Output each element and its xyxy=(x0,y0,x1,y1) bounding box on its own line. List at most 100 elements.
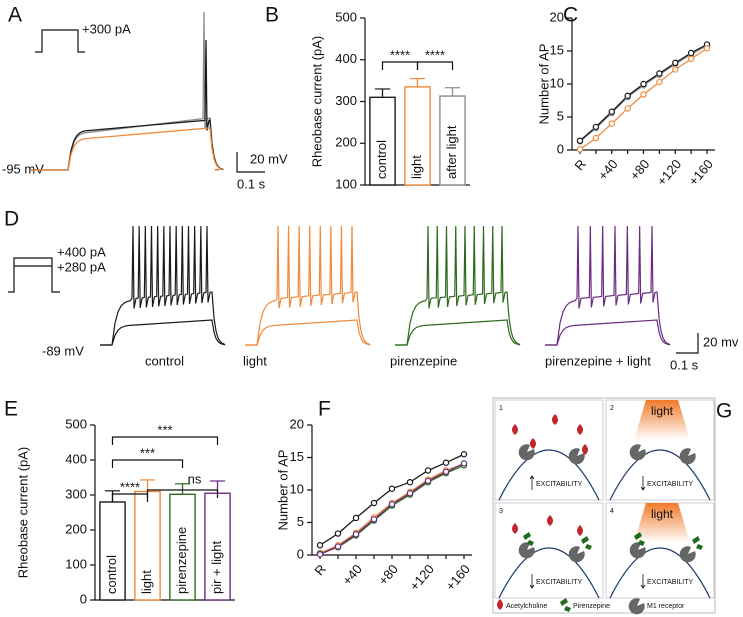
y-tick-label: 0 xyxy=(80,591,87,606)
baseline-label: -89 mV xyxy=(42,343,84,358)
excitability-label: EXCITABILITY xyxy=(536,481,582,488)
panel-letter: B xyxy=(265,4,279,27)
panel-letter: G xyxy=(716,400,732,423)
light-cone xyxy=(634,400,690,440)
x-tick-label: light xyxy=(409,155,424,179)
step-label: +280 pA xyxy=(57,259,106,274)
data-point xyxy=(624,92,631,100)
y-tick-label: 100 xyxy=(65,556,87,571)
significance-bracket xyxy=(111,459,184,468)
legend-label: M1 receptor xyxy=(647,603,685,610)
data-point xyxy=(316,551,324,558)
significance-label: **** xyxy=(390,47,410,62)
panel-number: 2 xyxy=(610,405,614,412)
x-tick-label: after light xyxy=(444,125,459,179)
y-axis-label: Rheobase current (pA) xyxy=(309,36,324,168)
condition-label: control xyxy=(145,353,184,368)
light-cone xyxy=(634,503,690,543)
membrane xyxy=(498,547,600,599)
y-tick-label: 400 xyxy=(65,451,87,466)
legend-label: Acetylcholine xyxy=(506,603,547,610)
y-tick-label: 500 xyxy=(335,9,357,24)
m1-receptor xyxy=(568,546,585,563)
y-tick-label: 100 xyxy=(335,176,357,191)
data-point xyxy=(442,468,450,475)
x-tick-label: +160 xyxy=(443,561,473,593)
series-line xyxy=(579,47,708,150)
acetylcholine xyxy=(512,424,518,435)
light-label: light xyxy=(651,507,674,521)
data-point xyxy=(687,55,695,63)
excitability-label: EXCITABILITY xyxy=(536,579,582,586)
scale-y-label: 20 mV xyxy=(250,151,288,166)
y-tick-label: 10 xyxy=(290,481,304,496)
m1-receptor xyxy=(518,542,535,559)
y-tick-label: 0 xyxy=(297,546,304,561)
y-tick-label: 20 xyxy=(290,416,304,431)
data-point xyxy=(316,542,324,549)
data-point xyxy=(424,477,432,485)
data-point xyxy=(424,467,432,474)
condition-label: light xyxy=(243,353,267,368)
acetylcholine xyxy=(512,523,518,534)
data-point xyxy=(672,66,679,73)
arrow xyxy=(640,574,646,589)
bar xyxy=(169,493,196,601)
voltage-trace xyxy=(100,319,226,346)
voltage-trace xyxy=(395,225,521,346)
voltage-trace xyxy=(30,39,225,171)
x-tick-label: +40 xyxy=(595,156,621,183)
significance-bracket xyxy=(111,436,219,445)
data-point xyxy=(460,460,468,467)
voltage-trace xyxy=(30,127,223,171)
voltage-trace xyxy=(545,225,671,346)
series-line xyxy=(319,462,465,555)
panel-letter: E xyxy=(4,398,18,421)
arrow xyxy=(640,476,646,491)
arrow xyxy=(529,475,535,490)
legend-label: Pirenzepine xyxy=(573,603,610,610)
pirenzepine xyxy=(523,532,534,546)
data-point xyxy=(608,120,615,127)
y-tick-label: 300 xyxy=(335,93,357,108)
y-tick-label: 500 xyxy=(65,416,87,431)
x-tick-label: R xyxy=(311,561,329,578)
pirenzepine xyxy=(560,598,571,612)
x-tick-label: +160 xyxy=(686,156,716,188)
acetylcholine xyxy=(552,414,558,425)
x-tick-label: light xyxy=(139,570,154,594)
significance-bracket xyxy=(381,61,419,70)
data-point xyxy=(687,49,695,57)
data-point xyxy=(576,137,584,144)
data-point xyxy=(406,479,414,486)
scale-y-label: 20 mv xyxy=(703,334,739,349)
x-tick-label: pir + light xyxy=(209,541,224,594)
voltage-trace xyxy=(245,319,371,346)
data-point xyxy=(703,45,711,52)
data-point xyxy=(388,485,396,492)
significance-label: **** xyxy=(425,47,445,62)
y-axis-label: Number of AP xyxy=(275,450,290,531)
scale-x-label: 0.1 s xyxy=(237,176,266,191)
m1-receptor xyxy=(679,448,696,465)
baseline-label: -95 mV xyxy=(2,161,44,176)
y-tick-label: 10 xyxy=(550,75,564,90)
x-tick-label: R xyxy=(571,156,589,173)
data-point xyxy=(608,108,615,115)
m1-receptor xyxy=(568,448,585,465)
acetylcholine xyxy=(577,424,583,435)
data-point xyxy=(352,531,360,538)
data-point xyxy=(640,91,647,98)
scale-bar xyxy=(236,152,265,173)
y-tick-label: 15 xyxy=(550,42,564,57)
membrane xyxy=(498,449,600,501)
significance-label: *** xyxy=(157,422,172,437)
x-tick-label: +80 xyxy=(375,561,401,588)
panel-letter: C xyxy=(563,4,578,27)
arrow xyxy=(529,574,535,589)
current-step xyxy=(8,257,60,293)
voltage-trace xyxy=(245,225,371,346)
bar xyxy=(404,86,431,186)
